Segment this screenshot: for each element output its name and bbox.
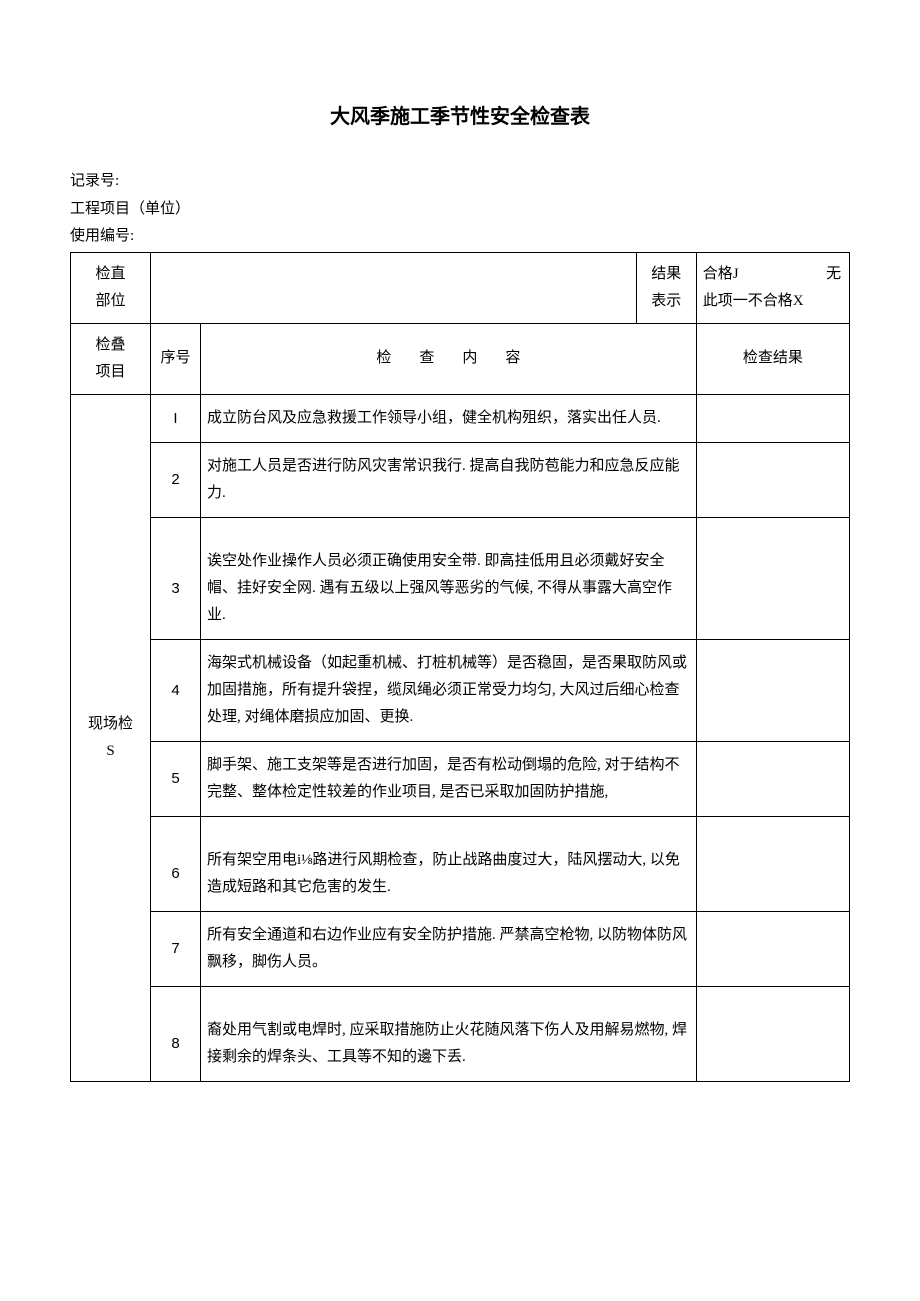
table-row: 2 对施工人员是否进行防风灾害常识我行. 提高自我防苞能力和应急反应能力.: [71, 442, 850, 517]
check-content-header: 检查内容: [201, 323, 697, 394]
result-cell: [696, 741, 849, 816]
legend-cell: 合格J 无此项一不合格X: [696, 252, 849, 323]
check-location-text: 检直 部位: [95, 266, 125, 309]
table-row: 6 所有架空用电i⅛路进行风期检查，防止战路曲度过大，陆风摆动大, 以免造成短路…: [71, 816, 850, 911]
table-row: 3 诶空处作业操作人员必须正确使用安全带. 即高挂低用且必须戴好安全帽、挂好安全…: [71, 517, 850, 639]
content-cell: 成立防台风及应急救援工作领导小组，健全机构殂织，落实出任人员.: [201, 394, 697, 442]
seq-cell: 3: [151, 517, 201, 639]
result-cell: [696, 639, 849, 741]
content-cell: 诶空处作业操作人员必须正确使用安全带. 即高挂低用且必须戴好安全帽、挂好安全网.…: [201, 517, 697, 639]
result-cell: [696, 442, 849, 517]
result-cell: [696, 986, 849, 1081]
seq-cell: 2: [151, 442, 201, 517]
table-header-row-2: 检叠 项目 序号 检查内容 检查结果: [71, 323, 850, 394]
check-content-text: 检查内容: [348, 350, 548, 366]
content-cell: 脚手架、施工支架等是否进行加固，是否有松动倒塌的危险, 对于结构不完整、整体检定…: [201, 741, 697, 816]
seq-cell: I: [151, 394, 201, 442]
record-number-label: 记录号:: [70, 169, 850, 195]
result-cell: [696, 911, 849, 986]
result-label-text: 结果 表示: [651, 266, 681, 309]
seq-cell: 4: [151, 639, 201, 741]
table-row: 7 所有安全通道和右边作业应有安全防护措施. 严禁高空枪物, 以防物体防风飘移，…: [71, 911, 850, 986]
table-header-row-1: 检直 部位 结果 表示 合格J 无此项一不合格X: [71, 252, 850, 323]
table-row: 8 裔处用气割或电焊时, 应采取措施防止火花随风落下伤人及用解易燃物, 焊接剩余…: [71, 986, 850, 1081]
content-cell: 对施工人员是否进行防风灾害常识我行. 提高自我防苞能力和应急反应能力.: [201, 442, 697, 517]
check-item-text: 检叠 项目: [95, 337, 125, 380]
content-cell: 所有架空用电i⅛路进行风期检查，防止战路曲度过大，陆风摆动大, 以免造成短路和其…: [201, 816, 697, 911]
seq-cell: 8: [151, 986, 201, 1081]
result-cell: [696, 517, 849, 639]
check-location-header: 检直 部位: [71, 252, 151, 323]
document-title: 大风季施工季节性安全检查表: [70, 100, 850, 129]
inspection-table: 检直 部位 结果 表示 合格J 无此项一不合格X 检叠 项目 序号 检查内容 检…: [70, 252, 850, 1082]
passed-legend: 合格J: [703, 266, 739, 282]
result-cell: [696, 816, 849, 911]
seq-cell: 5: [151, 741, 201, 816]
empty-header: [151, 252, 637, 323]
content-cell: 裔处用气割或电焊时, 应采取措施防止火花随风落下伤人及用解易燃物, 焊接剩余的焊…: [201, 986, 697, 1081]
table-row: 5 脚手架、施工支架等是否进行加固，是否有松动倒塌的危险, 对于结构不完整、整体…: [71, 741, 850, 816]
project-unit-label: 工程项目（单位）: [70, 197, 850, 223]
use-number-label: 使用编号:: [70, 224, 850, 250]
content-cell: 海架式机械设备（如起重机械、打桩机械等）是否稳固，是否果取防风或加固措施，所有提…: [201, 639, 697, 741]
category-text: 现场检 S: [88, 716, 133, 759]
result-cell: [696, 394, 849, 442]
seq-header: 序号: [151, 323, 201, 394]
result-label-header: 结果 表示: [636, 252, 696, 323]
table-row: 现场检 S I 成立防台风及应急救援工作领导小组，健全机构殂织，落实出任人员.: [71, 394, 850, 442]
seq-cell: 6: [151, 816, 201, 911]
content-cell: 所有安全通道和右边作业应有安全防护措施. 严禁高空枪物, 以防物体防风飘移，脚伤…: [201, 911, 697, 986]
category-cell: 现场检 S: [71, 394, 151, 1081]
table-row: 4 海架式机械设备（如起重机械、打桩机械等）是否稳固，是否果取防风或加固措施，所…: [71, 639, 850, 741]
check-item-header: 检叠 项目: [71, 323, 151, 394]
check-result-header: 检查结果: [696, 323, 849, 394]
seq-cell: 7: [151, 911, 201, 986]
